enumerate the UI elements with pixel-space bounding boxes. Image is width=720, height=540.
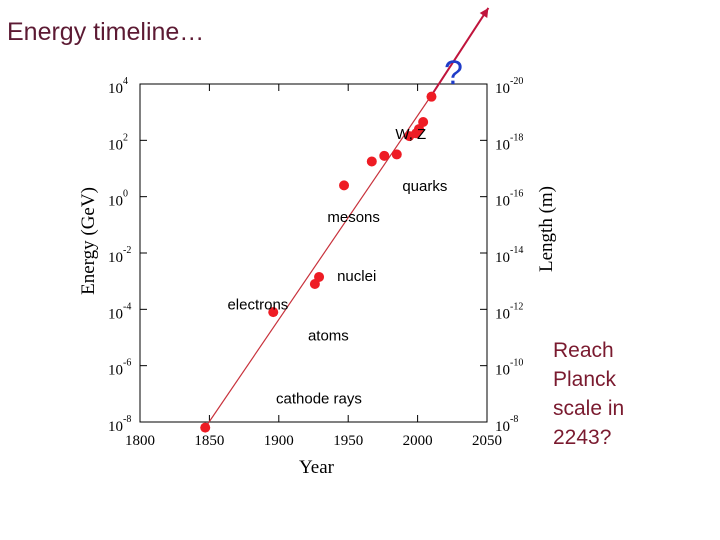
data-point bbox=[379, 150, 390, 161]
data-point bbox=[426, 91, 437, 102]
y-tick-exponent: 4 bbox=[123, 76, 128, 87]
y-tick-exponent: 2 bbox=[123, 132, 128, 143]
y-tick-exponent: -8 bbox=[123, 414, 131, 425]
data-point bbox=[339, 180, 350, 191]
note-line-1: Reach bbox=[553, 339, 614, 362]
y2-tick-exponent: -8 bbox=[510, 414, 518, 425]
data-annotation: electrons bbox=[227, 296, 288, 313]
y-tick-label: 10-8 bbox=[108, 414, 131, 435]
slide-title: Energy timeline… bbox=[7, 18, 205, 46]
y2-tick-exponent: -20 bbox=[510, 76, 523, 87]
y2-tick-label: 10-16 bbox=[495, 189, 523, 210]
y2-tick-label: 10-12 bbox=[495, 301, 523, 322]
note-line-4: 2243? bbox=[553, 426, 612, 449]
trend-line bbox=[204, 94, 432, 428]
y-axis-label: Energy (GeV) bbox=[78, 187, 99, 295]
extrapolation-line bbox=[430, 7, 490, 96]
data-annotation: cathode rays bbox=[276, 391, 362, 408]
data-point bbox=[366, 156, 377, 167]
y-tick-exponent: -4 bbox=[123, 301, 131, 312]
y-tick-label: 10-4 bbox=[108, 301, 131, 322]
data-point bbox=[200, 422, 211, 433]
x-tick-label: 1850 bbox=[194, 433, 224, 449]
plot-frame bbox=[139, 83, 488, 423]
data-annotation: nuclei bbox=[337, 268, 376, 285]
data-annotation: atoms bbox=[308, 327, 349, 344]
y2-tick-exponent: -14 bbox=[510, 245, 523, 256]
y2-tick-exponent: -18 bbox=[510, 132, 523, 143]
x-tick-label: 2050 bbox=[472, 433, 502, 449]
extrapolation-arrowhead bbox=[479, 7, 489, 18]
x-tick-label: 1900 bbox=[264, 433, 294, 449]
y-tick-label: 100 bbox=[108, 189, 128, 210]
y-tick-exponent: -2 bbox=[123, 245, 131, 256]
y2-tick-exponent: -16 bbox=[510, 189, 523, 200]
data-annotation: W, Z bbox=[395, 126, 426, 143]
data-annotation: mesons bbox=[327, 209, 380, 226]
y-tick-exponent: 0 bbox=[123, 189, 128, 200]
note-line-2: Planck bbox=[553, 368, 617, 391]
y-tick-label: 10-2 bbox=[108, 245, 131, 266]
planck-scale-note: Reach Planck scale in 2243? bbox=[553, 336, 663, 452]
note-line-3: scale in bbox=[553, 397, 625, 420]
y-tick-label: 10-6 bbox=[108, 358, 131, 379]
y2-tick-label: 10-18 bbox=[495, 132, 523, 153]
x-tick-label: 1950 bbox=[333, 433, 363, 449]
x-tick-label: 2000 bbox=[403, 433, 433, 449]
y-tick-label: 102 bbox=[108, 132, 128, 153]
y2-tick-label: 10-8 bbox=[495, 414, 518, 435]
y2-tick-exponent: -12 bbox=[510, 301, 523, 312]
y2-tick-label: 10-14 bbox=[495, 245, 523, 266]
y2-tick-label: 10-20 bbox=[495, 76, 523, 97]
data-point bbox=[268, 307, 279, 318]
x-axis-label: Year bbox=[299, 457, 335, 478]
question-mark-label: ? bbox=[444, 54, 463, 92]
y2-tick-exponent: -10 bbox=[510, 358, 523, 369]
data-annotation: quarks bbox=[402, 178, 447, 195]
y2-tick-label: 10-10 bbox=[495, 358, 523, 379]
data-point bbox=[391, 149, 402, 160]
data-point bbox=[314, 271, 325, 282]
y-tick-label: 104 bbox=[108, 76, 128, 97]
data-point bbox=[418, 117, 429, 128]
x-tick-label: 1800 bbox=[125, 433, 155, 449]
y-tick-exponent: -6 bbox=[123, 358, 131, 369]
y2-axis-label: Length (m) bbox=[536, 186, 557, 272]
